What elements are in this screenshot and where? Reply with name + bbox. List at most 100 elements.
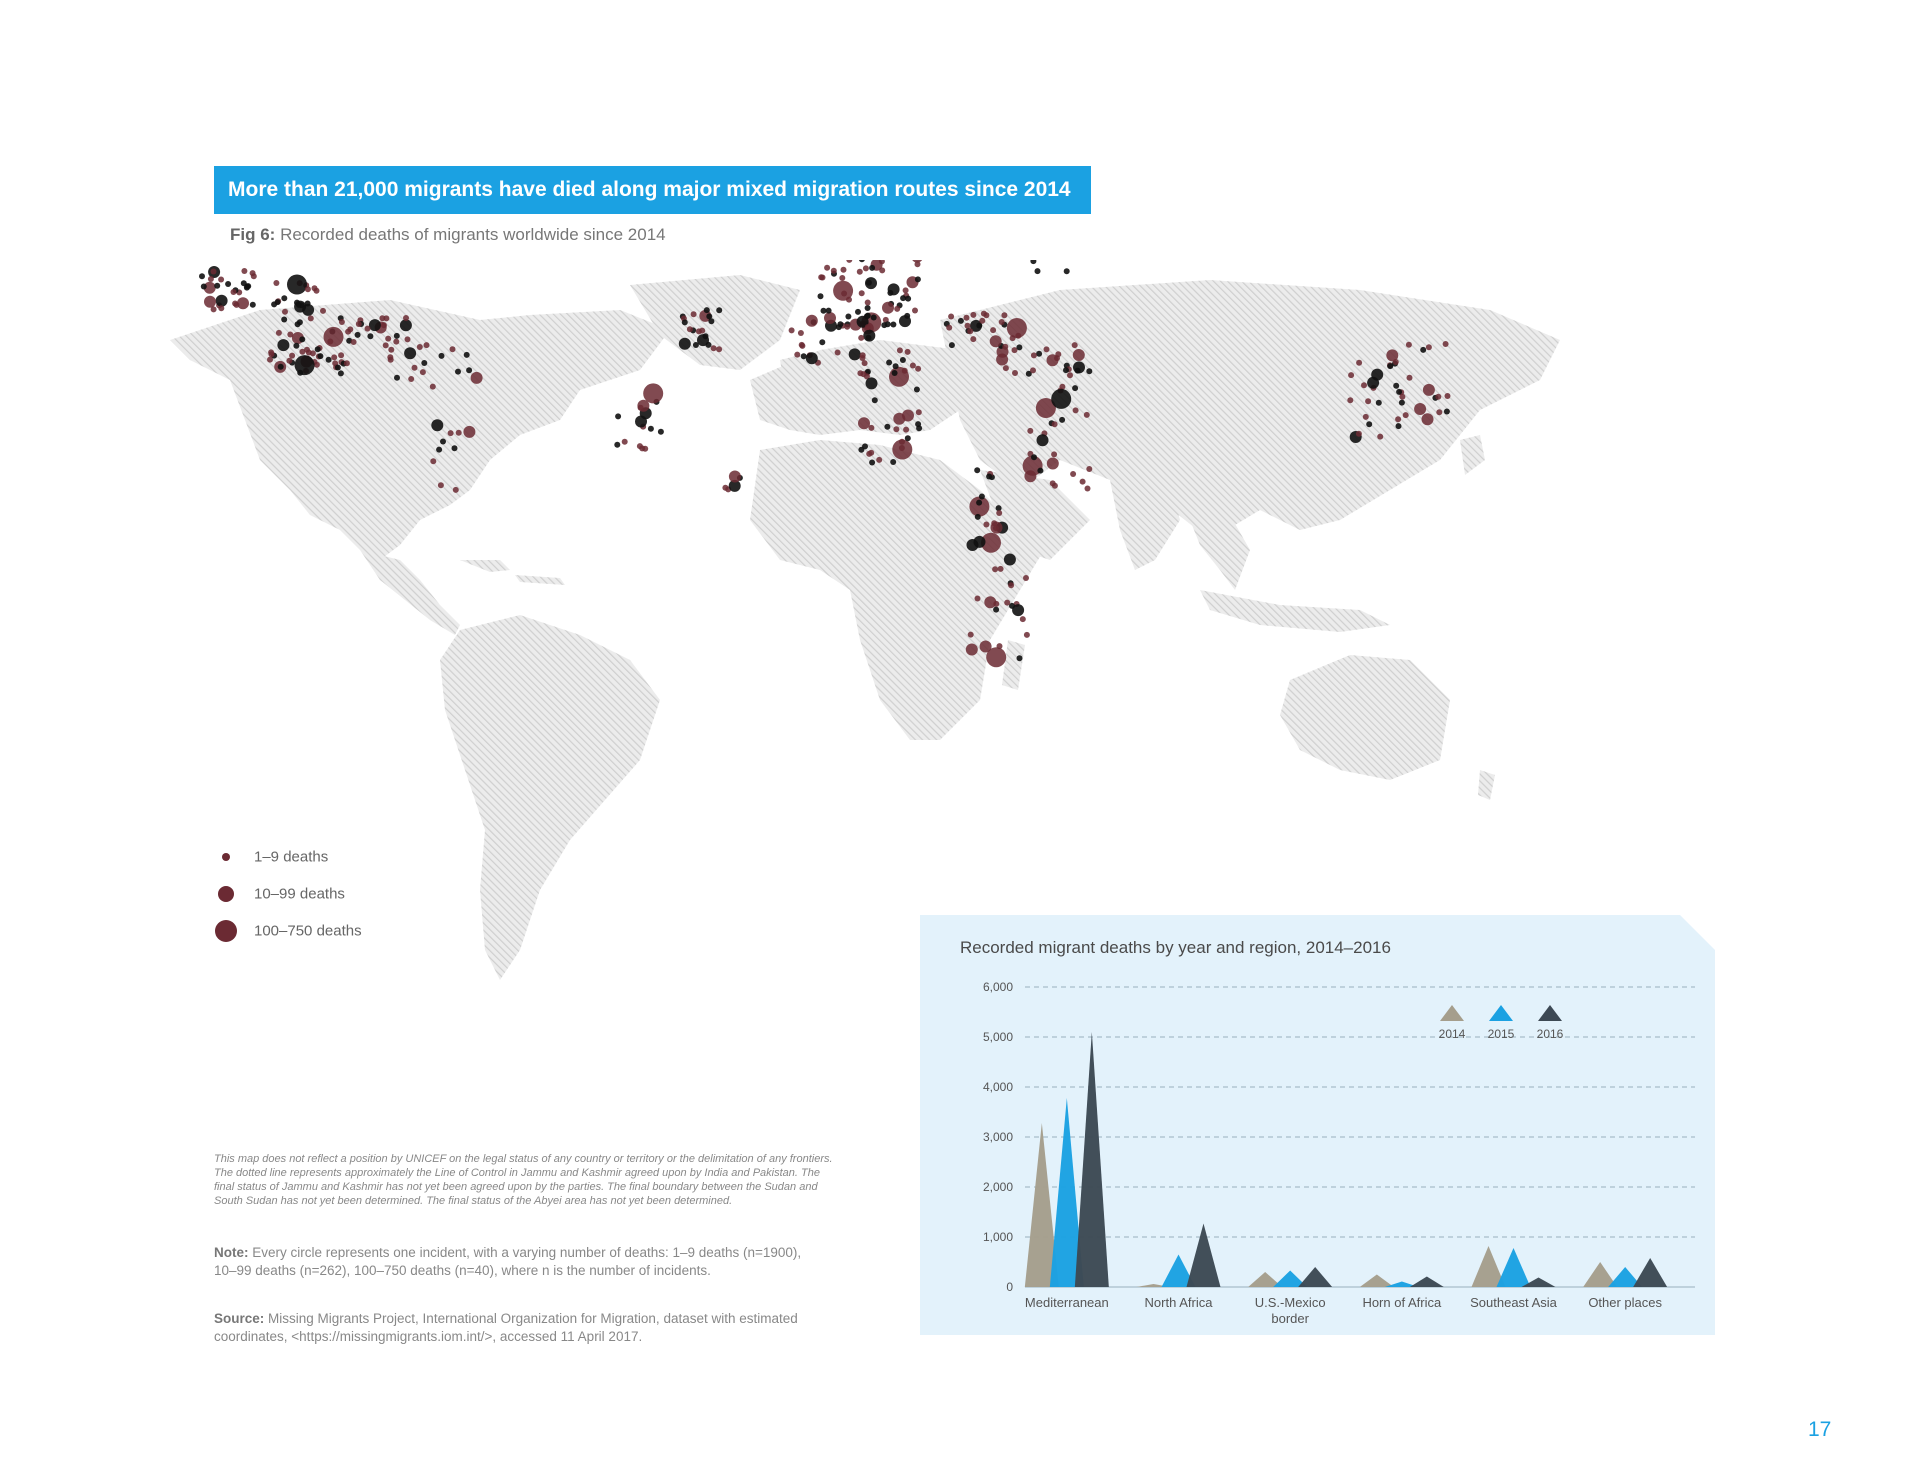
incident-dot: [1436, 409, 1443, 416]
incident-dot: [990, 521, 1003, 534]
incident-dot: [833, 280, 854, 301]
incident-dot: [1003, 553, 1016, 566]
incident-dot: [354, 331, 361, 338]
legend-label-2016: 2016: [1537, 1027, 1564, 1041]
madagascar-land: [1002, 640, 1025, 690]
incident-dot: [703, 307, 710, 314]
incident-dot: [1355, 430, 1362, 437]
incident-dot: [416, 344, 423, 350]
incident-dot: [383, 315, 390, 322]
legend-dot-medium: [218, 885, 234, 902]
incident-dot: [1371, 368, 1384, 381]
incident-dot: [1420, 346, 1427, 353]
incident-dots: [199, 260, 1451, 668]
incident-dot: [203, 281, 216, 294]
triangle-2014-4: [1471, 1246, 1506, 1287]
incident-dot: [869, 459, 876, 466]
incident-dot: [692, 342, 699, 348]
incident-dot: [890, 459, 897, 465]
incident-dot: [455, 429, 462, 436]
figure-banner: More than 21,000 migrants have died alon…: [214, 166, 1091, 214]
new-zealand-land: [1478, 770, 1495, 800]
incident-dot: [914, 276, 921, 283]
incident-dot: [1037, 467, 1044, 474]
incident-dot: [1072, 349, 1085, 361]
triangle-2016-4: [1521, 1277, 1556, 1287]
x-category-label: U.S.-Mexico: [1255, 1295, 1326, 1310]
incident-dot: [1070, 471, 1077, 477]
incident-dot: [1348, 372, 1355, 379]
incident-dot: [394, 374, 400, 381]
incident-dot: [859, 260, 865, 263]
incident-dot: [856, 315, 869, 328]
incident-dot: [325, 356, 332, 363]
incident-dot: [1023, 631, 1030, 638]
incident-dot: [1025, 370, 1032, 377]
incident-dot: [1395, 423, 1402, 430]
incident-dot: [250, 273, 257, 280]
legend-label-small: 1–9 deaths: [254, 848, 329, 865]
x-category-label: Mediterranean: [1025, 1295, 1109, 1310]
y-tick-label: 1,000: [983, 1230, 1013, 1244]
x-category-label: border: [1271, 1311, 1309, 1326]
incident-dot: [861, 360, 868, 367]
incident-dot: [1071, 342, 1078, 349]
incident-dot: [615, 413, 622, 420]
triangle-2015-0: [1049, 1098, 1084, 1287]
incident-dot: [997, 565, 1004, 572]
incident-dot: [916, 425, 923, 432]
incident-dot: [878, 260, 885, 265]
incident-dot: [388, 346, 395, 353]
incident-dot: [1375, 399, 1382, 406]
incident-dot: [385, 335, 392, 342]
x-category-label: Other places: [1588, 1295, 1662, 1310]
incident-dot: [215, 294, 228, 307]
incident-dot: [309, 350, 316, 357]
world-map: [170, 260, 1560, 980]
incident-dot: [320, 307, 326, 314]
incident-dot: [1031, 454, 1037, 461]
incident-dot: [989, 335, 1002, 348]
incident-dot: [830, 267, 837, 274]
incident-dot: [871, 397, 878, 404]
source-text: Missing Migrants Project, International …: [214, 1311, 798, 1344]
incident-dot: [304, 286, 311, 293]
incident-dot: [393, 332, 400, 339]
incident-dot: [1051, 451, 1058, 458]
incident-dot: [948, 342, 955, 349]
incident-dot: [858, 334, 865, 341]
incident-dot: [894, 305, 901, 312]
australia-land: [1280, 655, 1450, 780]
y-tick-label: 0: [1006, 1280, 1013, 1294]
incident-dot: [440, 438, 446, 445]
incident-dot: [1399, 393, 1406, 400]
incident-dot: [404, 347, 417, 360]
source-label: Source:: [214, 1311, 265, 1326]
incident-dot: [865, 334, 872, 341]
incident-dot: [1356, 359, 1363, 366]
incident-dot: [839, 275, 846, 281]
incident-dot: [1034, 268, 1041, 275]
triangle-2014-0: [1024, 1123, 1059, 1287]
incident-dot: [697, 334, 709, 347]
incident-dot: [267, 356, 273, 363]
incident-dot: [277, 363, 284, 370]
incident-dot: [268, 349, 275, 356]
incident-dot: [862, 265, 869, 272]
incident-dot: [404, 336, 411, 343]
incident-dot: [323, 326, 344, 347]
figure-subtitle: Fig 6: Recorded deaths of migrants world…: [230, 225, 666, 245]
incident-dot: [1030, 367, 1036, 374]
south-america-land: [440, 615, 660, 980]
incident-dot: [706, 313, 713, 320]
incident-dot: [887, 283, 900, 296]
fig-title: Recorded deaths of migrants worldwide si…: [280, 225, 666, 244]
incident-dot: [299, 348, 306, 355]
incident-dot: [350, 339, 357, 345]
incident-dot: [805, 352, 818, 365]
incident-dot: [901, 367, 908, 374]
incident-dot: [824, 264, 831, 271]
incident-dot: [728, 479, 741, 492]
incident-dot: [293, 342, 300, 349]
incident-dot: [800, 353, 807, 360]
